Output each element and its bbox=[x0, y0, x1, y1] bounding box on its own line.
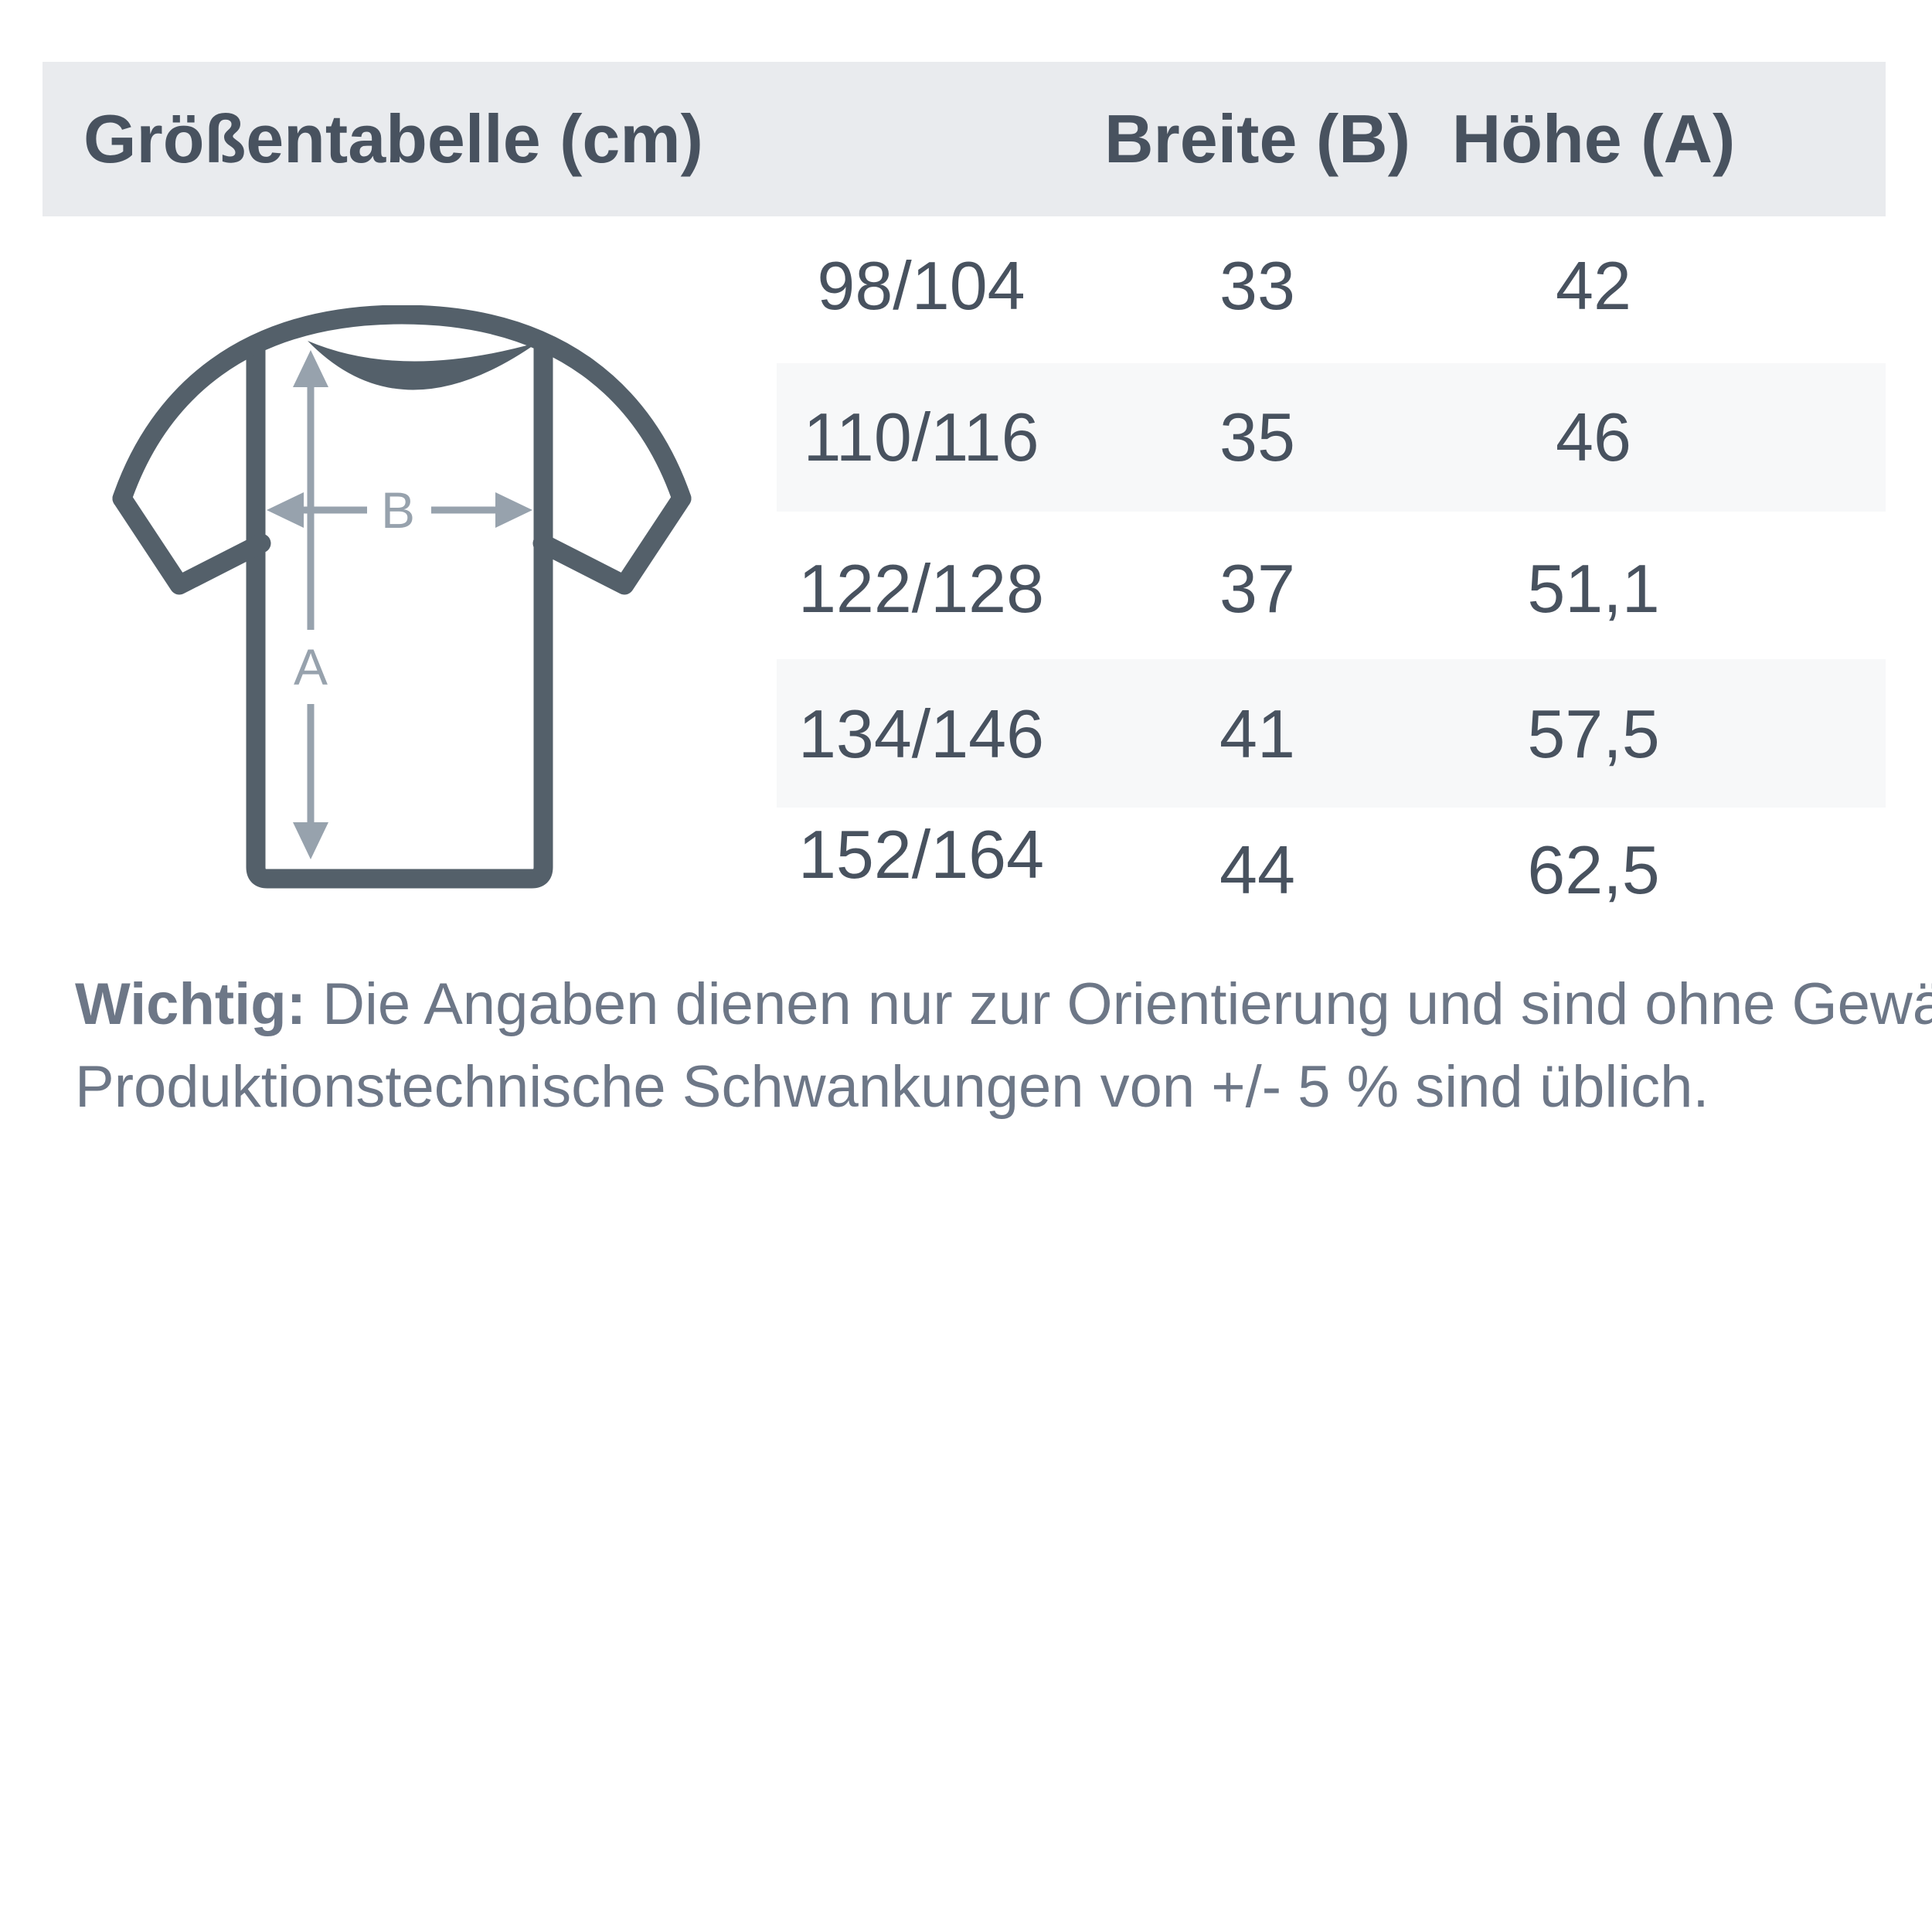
size-cell: 122/128 bbox=[798, 550, 1045, 627]
tshirt-measurement-diagram: A B bbox=[112, 305, 692, 889]
note-line-2: Produktionstechnische Schwankungen von +… bbox=[75, 1054, 1709, 1120]
tshirt-shoulder-outline bbox=[112, 305, 692, 509]
size-cell: 152/164 bbox=[798, 816, 1045, 893]
size-cell: 110/116 bbox=[803, 399, 1039, 475]
width-label: B bbox=[381, 481, 415, 539]
height-cell: 62,5 bbox=[1527, 832, 1660, 908]
height-arrow: A bbox=[293, 350, 328, 859]
size-cell: 134/146 bbox=[798, 696, 1045, 772]
width-cell: 41 bbox=[1219, 696, 1295, 772]
height-cell: 46 bbox=[1556, 399, 1631, 475]
column-header-width: Breite (B) bbox=[1104, 100, 1411, 177]
width-cell: 37 bbox=[1219, 550, 1295, 627]
width-cell: 44 bbox=[1219, 832, 1295, 908]
tshirt-left-sleeve bbox=[112, 488, 271, 595]
note-line-1-text: Die Angaben dienen nur zur Orientierung … bbox=[306, 971, 1932, 1037]
width-cell: 33 bbox=[1219, 247, 1295, 324]
row-stripe bbox=[777, 363, 1886, 512]
width-arrow: B bbox=[267, 481, 532, 539]
tshirt-body-outline bbox=[246, 338, 553, 889]
page-title: Größentabelle (cm) bbox=[83, 100, 703, 177]
height-cell: 51,1 bbox=[1527, 550, 1660, 627]
column-header-height: Höhe (A) bbox=[1451, 100, 1736, 177]
note-line-1: Wichtig: Die Angaben dienen nur zur Orie… bbox=[75, 966, 1932, 1043]
row-stripe bbox=[777, 659, 1886, 808]
height-cell: 42 bbox=[1556, 247, 1631, 324]
height-cell: 57,5 bbox=[1527, 696, 1660, 772]
table-header-band: Größentabelle (cm) Breite (B) Höhe (A) bbox=[43, 62, 1886, 216]
tshirt-right-sleeve bbox=[532, 488, 692, 595]
size-cell: 98/104 bbox=[817, 247, 1026, 324]
height-label: A bbox=[294, 638, 328, 696]
tshirt-collar bbox=[308, 341, 538, 390]
note-lead: Wichtig: bbox=[75, 971, 307, 1037]
width-cell: 35 bbox=[1219, 399, 1295, 475]
